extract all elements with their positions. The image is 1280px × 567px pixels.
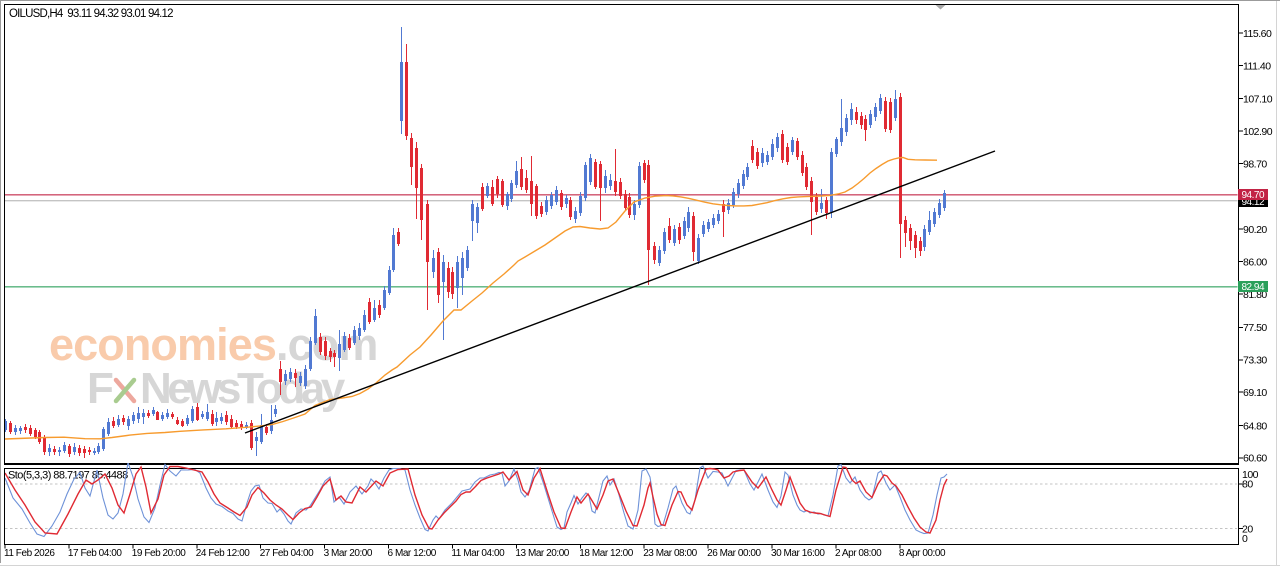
svg-text:94.70: 94.70 [1242, 190, 1265, 201]
svg-text:102.90: 102.90 [1243, 126, 1273, 138]
svg-text:26 Mar 00:00: 26 Mar 00:00 [707, 548, 761, 559]
svg-text:3 Mar 20:00: 3 Mar 20:00 [324, 548, 373, 559]
svg-text:economies.com: economies.com [49, 319, 377, 370]
svg-text:77.50: 77.50 [1243, 322, 1267, 334]
svg-text:27 Feb 04:00: 27 Feb 04:00 [260, 548, 314, 559]
svg-text:73.30: 73.30 [1243, 355, 1267, 367]
svg-text:115.60: 115.60 [1243, 28, 1272, 40]
svg-text:17 Feb 04:00: 17 Feb 04:00 [68, 548, 122, 559]
svg-text:64.80: 64.80 [1243, 420, 1267, 432]
svg-text:11 Mar 04:00: 11 Mar 04:00 [451, 548, 505, 559]
svg-text:24 Feb 12:00: 24 Feb 12:00 [196, 548, 250, 559]
svg-text:6 Mar 12:00: 6 Mar 12:00 [388, 548, 437, 559]
svg-text:107.10: 107.10 [1243, 94, 1273, 106]
svg-text:18 Mar 12:00: 18 Mar 12:00 [579, 548, 633, 559]
svg-text:90.20: 90.20 [1243, 224, 1267, 236]
svg-text:100: 100 [1242, 469, 1259, 481]
svg-text:82.94: 82.94 [1242, 282, 1265, 293]
svg-text:0: 0 [1242, 533, 1248, 545]
svg-text:80: 80 [1242, 478, 1253, 490]
svg-text:94.12: 94.12 [1242, 197, 1265, 208]
svg-text:60.60: 60.60 [1243, 453, 1267, 465]
svg-text:20: 20 [1242, 523, 1253, 535]
svg-text:OILUSD,H4 93.11 94.32 93.01 9: OILUSD,H4 93.11 94.32 93.01 94.12 [9, 8, 173, 20]
svg-text:8 Apr 00:00: 8 Apr 00:00 [899, 548, 946, 559]
svg-text:30 Mar 16:00: 30 Mar 16:00 [771, 548, 825, 559]
svg-text:13 Mar 20:00: 13 Mar 20:00 [515, 548, 569, 559]
svg-text:86.00: 86.00 [1243, 257, 1267, 269]
svg-text:23 Mar 08:00: 23 Mar 08:00 [643, 548, 697, 559]
svg-text:69.10: 69.10 [1243, 387, 1267, 399]
svg-text:11 Feb 2026: 11 Feb 2026 [4, 548, 55, 559]
svg-text:19 Feb 20:00: 19 Feb 20:00 [132, 548, 186, 559]
svg-text:111.40: 111.40 [1243, 60, 1271, 72]
svg-text:2 Apr 08:00: 2 Apr 08:00 [835, 548, 882, 559]
svg-text:Sto(5,3,3) 88.7197 85.4488: Sto(5,3,3) 88.7197 85.4488 [8, 470, 128, 482]
svg-text:F: F [87, 364, 114, 413]
svg-text:98.70: 98.70 [1243, 158, 1267, 170]
